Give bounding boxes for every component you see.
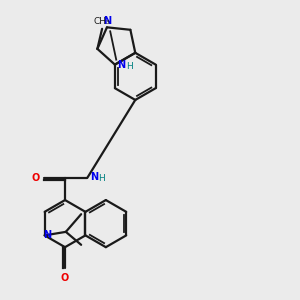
Text: H: H	[99, 174, 105, 183]
Text: N: N	[90, 172, 98, 182]
Text: N: N	[117, 60, 125, 70]
Text: N: N	[44, 230, 52, 240]
Text: CH₃: CH₃	[94, 17, 110, 26]
Text: N: N	[103, 16, 111, 26]
Text: O: O	[61, 273, 69, 283]
Text: O: O	[32, 173, 40, 183]
Text: H: H	[126, 62, 133, 71]
